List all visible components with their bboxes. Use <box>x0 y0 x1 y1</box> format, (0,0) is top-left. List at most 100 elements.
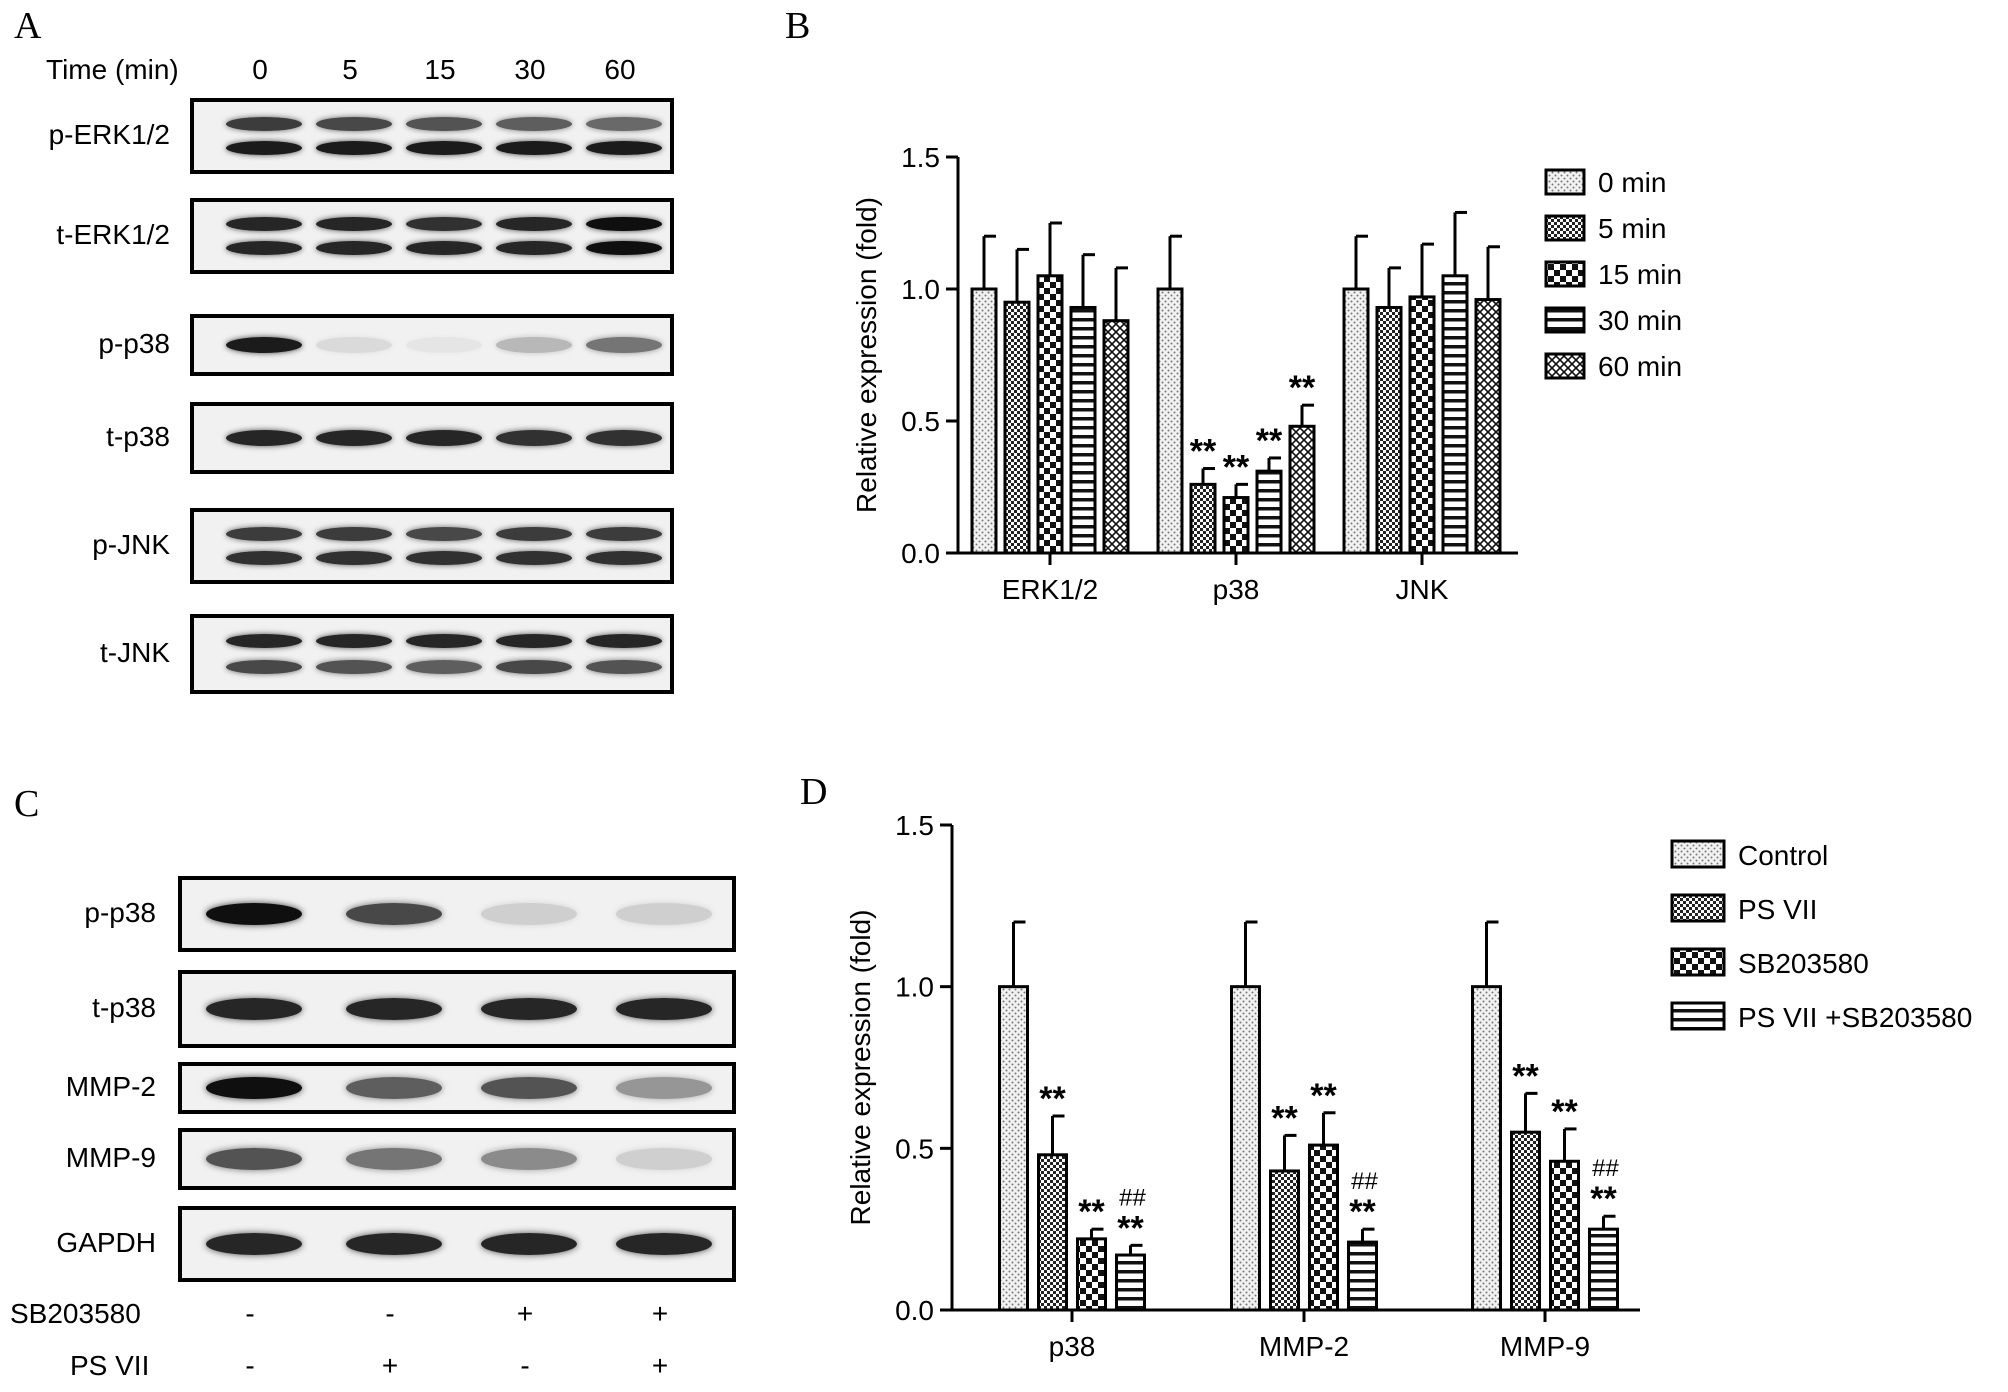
condition-label: SB203580 <box>10 1298 141 1329</box>
significance-marker: ** <box>1289 369 1316 407</box>
protein-band <box>316 141 392 156</box>
protein-band <box>586 551 662 566</box>
protein-band <box>316 551 392 566</box>
protein-band <box>406 141 482 156</box>
protein-band <box>226 634 302 649</box>
blot-label: MMP-2 <box>65 1071 156 1102</box>
bar <box>1471 985 1502 1312</box>
condition-sign: + <box>651 1350 669 1381</box>
protein-band <box>226 141 302 156</box>
significance-marker: ** <box>1223 448 1250 486</box>
bar <box>1037 1153 1068 1312</box>
y-tick-label: 1.0 <box>895 972 934 1003</box>
category-label: ERK1/2 <box>1002 574 1099 605</box>
y-tick-label: 0.5 <box>901 406 940 437</box>
bar <box>1347 1240 1378 1312</box>
category-label: p38 <box>1213 574 1260 605</box>
protein-band <box>346 1077 442 1099</box>
condition-sign: - <box>245 1298 255 1329</box>
y-tick-label: 1.0 <box>901 274 940 305</box>
protein-band <box>206 1077 302 1099</box>
protein-band <box>406 659 482 674</box>
category-label: p38 <box>1049 1331 1096 1362</box>
significance-marker: ** <box>1271 1099 1298 1137</box>
protein-band <box>226 241 302 256</box>
time-point-label: 0 <box>252 54 268 85</box>
protein-band <box>226 430 302 446</box>
protein-band <box>316 659 392 674</box>
bar <box>998 985 1029 1312</box>
protein-band <box>586 116 662 131</box>
bar <box>1308 1143 1339 1312</box>
panel-letter-d: D <box>800 771 828 813</box>
protein-band <box>406 430 482 446</box>
blot-label: p-JNK <box>92 529 170 560</box>
blot-image <box>190 614 674 694</box>
protein-band <box>496 659 572 674</box>
bar <box>1441 274 1469 555</box>
protein-band <box>406 337 482 353</box>
category-label: JNK <box>1396 574 1449 605</box>
bar <box>1102 319 1130 555</box>
protein-band <box>316 116 392 131</box>
protein-band <box>406 526 482 541</box>
legend-swatch <box>1544 168 1586 196</box>
y-tick-label: 0.5 <box>895 1133 934 1164</box>
legend-swatch <box>1544 214 1586 242</box>
blot-image <box>190 508 674 584</box>
protein-band <box>316 634 392 649</box>
protein-band <box>496 430 572 446</box>
y-tick-label: 1.5 <box>895 810 934 841</box>
significance-marker-hash: ## <box>1351 1168 1378 1195</box>
protein-band <box>346 1233 442 1255</box>
condition-sign: - <box>385 1298 395 1329</box>
significance-marker: ** <box>1310 1077 1337 1115</box>
protein-band <box>586 241 662 256</box>
blot-label: t-p38 <box>106 421 170 452</box>
significance-marker: ** <box>1117 1209 1144 1247</box>
category-label: MMP-2 <box>1259 1331 1349 1362</box>
protein-band <box>496 551 572 566</box>
blot-image <box>178 970 736 1048</box>
blot-label: p-p38 <box>98 328 170 359</box>
condition-sign: + <box>651 1298 669 1329</box>
time-point-label: 60 <box>604 54 636 85</box>
legend-label: 60 min <box>1598 351 1682 382</box>
blot-image <box>178 1206 736 1282</box>
significance-marker: ** <box>1590 1180 1617 1218</box>
protein-band <box>586 659 662 674</box>
protein-band <box>226 216 302 231</box>
bar <box>970 287 998 555</box>
bar <box>1115 1253 1146 1312</box>
protein-band <box>226 337 302 353</box>
category-label: MMP-9 <box>1500 1331 1590 1362</box>
bar <box>1588 1227 1619 1312</box>
protein-band <box>496 241 572 256</box>
condition-sign: + <box>516 1298 534 1329</box>
legend-label: 5 min <box>1598 213 1666 244</box>
significance-marker: ** <box>1256 422 1283 460</box>
bar <box>1189 482 1217 555</box>
protein-band <box>316 430 392 446</box>
time-point-label: 15 <box>424 54 456 85</box>
protein-band <box>496 526 572 541</box>
legend-swatch <box>1670 893 1726 923</box>
protein-band <box>346 903 442 925</box>
y-axis-label: Relative expression (fold) <box>845 910 876 1226</box>
bar <box>1474 298 1502 555</box>
protein-band <box>616 903 712 925</box>
protein-band <box>481 1077 577 1099</box>
protein-band <box>226 659 302 674</box>
protein-band <box>586 216 662 231</box>
legend-swatch <box>1670 839 1726 869</box>
significance-marker-hash: ## <box>1592 1155 1619 1182</box>
protein-band <box>616 998 712 1020</box>
bar <box>1076 1237 1107 1312</box>
protein-band <box>496 634 572 649</box>
chart-d-mmp-expression: 0.0 0.5 1.0 1.5 Relative expression (fold) p3… <box>845 810 1972 1362</box>
protein-band <box>586 634 662 649</box>
protein-band <box>406 216 482 231</box>
time-point-label: 30 <box>514 54 546 85</box>
y-tick-label: 0.0 <box>895 1295 934 1326</box>
panel-letter-a: A <box>14 5 42 47</box>
